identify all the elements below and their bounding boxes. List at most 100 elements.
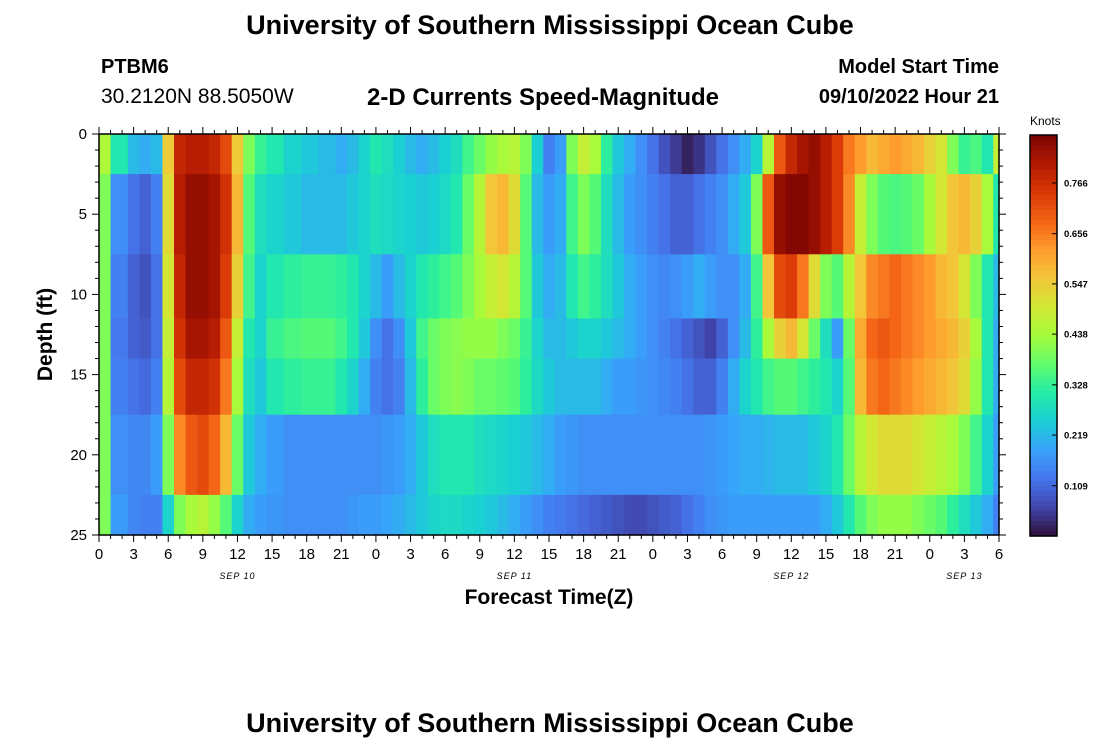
y-tick-label: 20 <box>70 447 87 464</box>
heatmap-cell <box>658 414 671 496</box>
heatmap-cell <box>243 494 256 536</box>
heatmap-cell <box>283 414 302 496</box>
heatmap-cell <box>231 174 244 255</box>
heatmap-cell <box>981 254 994 320</box>
heatmap-cell <box>681 414 694 496</box>
heatmap-cell <box>612 494 625 536</box>
heatmap-cell <box>318 318 337 360</box>
heatmap-cell <box>877 414 890 496</box>
heatmap-cell <box>958 494 971 536</box>
colorbar-segment <box>1030 435 1057 442</box>
heatmap-cell <box>427 134 440 175</box>
heatmap-cell <box>283 494 302 536</box>
x-tick-label: 21 <box>610 546 627 563</box>
heatmap-cell <box>716 318 729 360</box>
heatmap-cell <box>520 254 533 320</box>
heatmap-cell <box>935 414 948 496</box>
colorbar-segment <box>1030 190 1057 196</box>
heatmap-cell <box>647 358 660 416</box>
heatmap-cell <box>254 254 267 320</box>
heatmap-cell <box>935 134 948 175</box>
heatmap-cell <box>347 318 360 360</box>
colorbar-segment <box>1030 485 1057 492</box>
heatmap-cell <box>520 414 533 496</box>
colorbar-segment <box>1030 260 1057 266</box>
heatmap-cell <box>600 318 614 360</box>
heatmap-cell <box>681 254 694 320</box>
x-tick-label: 6 <box>164 546 172 563</box>
heatmap-cell <box>266 318 285 360</box>
heatmap-cell <box>785 358 798 416</box>
colorbar-segment <box>1030 195 1057 201</box>
heatmap-cell <box>762 494 775 536</box>
heatmap-cell <box>600 414 614 496</box>
heatmap-cell <box>970 254 983 320</box>
heatmap-cell <box>797 318 810 360</box>
heatmap-cell <box>808 174 821 255</box>
heatmap-cell <box>866 414 879 496</box>
colorbar-segment <box>1030 155 1057 161</box>
colorbar-segment <box>1030 225 1057 231</box>
heatmap-cell <box>739 494 752 536</box>
heatmap-cell <box>924 494 937 536</box>
heatmap-cell <box>347 134 360 175</box>
heatmap-cell <box>185 318 198 360</box>
colorbar-segment <box>1030 330 1057 337</box>
x-tick-label: 15 <box>264 546 281 563</box>
heatmap-cell <box>450 174 464 255</box>
heatmap-cell <box>110 174 129 255</box>
heatmap-cell <box>185 494 198 536</box>
heatmap-cell <box>416 494 429 536</box>
colorbar-segment <box>1030 510 1057 517</box>
heatmap-cell <box>612 358 625 416</box>
colorbar-segment <box>1030 140 1057 146</box>
page-title: University of Southern Mississippi Ocean… <box>246 10 854 40</box>
x-tick-label: 0 <box>372 546 380 563</box>
x-tick-label: 3 <box>683 546 691 563</box>
heatmap-cell <box>970 414 983 496</box>
heatmap-cell <box>497 494 510 536</box>
heatmap-cell <box>416 254 429 320</box>
heatmap-cell <box>266 494 285 536</box>
heatmap-cell <box>231 494 244 536</box>
heatmap-cell <box>981 358 994 416</box>
heatmap-cell <box>127 358 140 416</box>
heatmap-cell <box>335 134 348 175</box>
x-tick-label: 9 <box>199 546 207 563</box>
heatmap-cell <box>370 174 383 255</box>
heatmap-cell <box>727 494 740 536</box>
heatmap-cell <box>635 254 648 320</box>
heatmap-cell <box>704 318 717 360</box>
colorbar-tick-label: 0.219 <box>1064 431 1088 442</box>
x-tick-label: 12 <box>783 546 800 563</box>
colorbar-segment <box>1030 205 1057 211</box>
heatmap-cell <box>358 254 371 320</box>
heatmap-cell <box>497 358 510 416</box>
heatmap-cell <box>231 414 244 496</box>
heatmap-cell <box>947 254 960 320</box>
heatmap-cell <box>150 494 164 536</box>
heatmap-cell <box>231 318 244 360</box>
heatmap-cell <box>624 494 637 536</box>
colorbar-segment <box>1030 290 1057 296</box>
heatmap-cell <box>335 414 348 496</box>
heatmap-cell <box>670 414 683 496</box>
heatmap-cell <box>658 358 671 416</box>
heatmap-cell <box>785 134 798 175</box>
heatmap-cell <box>254 134 267 175</box>
colorbar-segment <box>1030 230 1057 236</box>
heatmap-cell <box>889 414 902 496</box>
heatmap-cell <box>658 134 671 175</box>
heatmap-cell <box>404 134 417 175</box>
heatmap-cell <box>866 254 879 320</box>
heatmap-cell <box>577 414 590 496</box>
heatmap-cell <box>300 318 319 360</box>
heatmap-cell <box>99 134 112 175</box>
colorbar-segment <box>1030 455 1057 462</box>
heatmap-cell <box>150 358 164 416</box>
heatmap-cell <box>900 414 914 496</box>
heatmap-cell <box>543 254 556 320</box>
heatmap-cell <box>254 494 267 536</box>
colorbar-tick-label: 0.547 <box>1064 279 1088 290</box>
heatmap-cell <box>497 134 510 175</box>
